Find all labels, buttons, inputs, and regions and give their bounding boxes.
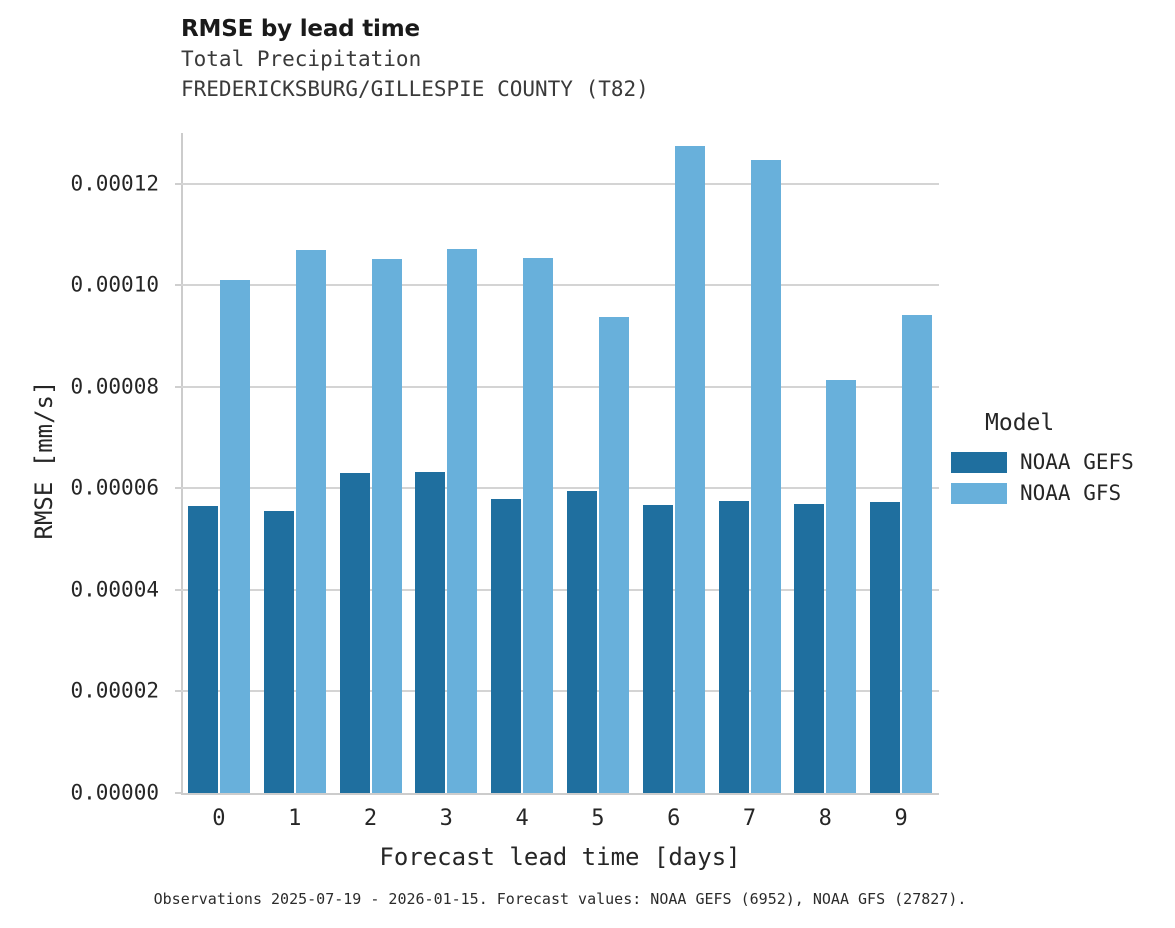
y-axis-line xyxy=(181,133,183,793)
x-tick-label: 3 xyxy=(439,806,453,831)
x-tick-label: 5 xyxy=(591,806,605,831)
gridline xyxy=(181,690,939,693)
page-title: RMSE by lead time xyxy=(181,16,420,42)
bar[interactable] xyxy=(339,473,370,793)
title-block: RMSE by lead time Total Precipitation FR… xyxy=(181,14,981,104)
legend-item[interactable]: NOAA GEFS xyxy=(951,447,1175,478)
x-axis-title: Forecast lead time [days] xyxy=(379,843,741,871)
legend-label: NOAA GEFS xyxy=(1020,450,1134,474)
bar[interactable] xyxy=(902,315,933,793)
y-tick-mark xyxy=(175,487,181,490)
bar[interactable] xyxy=(447,249,478,793)
legend: Model NOAA GEFS NOAA GFS xyxy=(951,408,1175,509)
gridline xyxy=(181,385,939,388)
bar[interactable] xyxy=(750,160,781,793)
bar[interactable] xyxy=(794,503,825,793)
bar[interactable] xyxy=(870,501,901,793)
bar[interactable] xyxy=(826,379,857,793)
bar[interactable] xyxy=(187,505,218,793)
y-tick-mark xyxy=(175,792,181,794)
y-tick-label: 0.00002 xyxy=(70,678,159,703)
bar[interactable] xyxy=(219,280,250,793)
bar[interactable] xyxy=(263,510,294,793)
y-tick-mark xyxy=(175,690,181,693)
y-tick-mark xyxy=(175,385,181,388)
legend-title: Model xyxy=(985,410,1055,436)
y-tick-label: 0.00006 xyxy=(70,475,159,500)
chart-subtitle-location: FREDERICKSBURG/GILLESPIE COUNTY (T82) xyxy=(181,77,649,101)
y-tick-mark xyxy=(175,588,181,591)
bar[interactable] xyxy=(371,259,402,793)
bar[interactable] xyxy=(598,317,629,793)
y-tick-mark xyxy=(175,182,181,185)
legend-item[interactable]: NOAA GFS xyxy=(951,478,1175,509)
gridline xyxy=(181,284,939,287)
x-axis-tick-labels: 0 1 2 3 4 5 6 7 8 9 xyxy=(181,806,939,836)
y-tick-label: 0.00010 xyxy=(70,272,159,297)
footer-note: Observations 2025-07-19 - 2026-01-15. Fo… xyxy=(153,890,967,908)
y-axis-tick-labels: 0.00000 0.00002 0.00004 0.00006 0.00008 0.000… xyxy=(0,133,159,803)
y-tick-label: 0.00008 xyxy=(70,374,159,399)
bar[interactable] xyxy=(718,500,749,793)
gridline xyxy=(181,487,939,490)
x-tick-label: 2 xyxy=(363,806,378,831)
bar[interactable] xyxy=(415,472,446,793)
x-tick-label: 4 xyxy=(515,806,529,831)
legend-label: NOAA GFS xyxy=(1020,481,1122,505)
x-tick-label: 7 xyxy=(742,806,757,831)
bar[interactable] xyxy=(523,258,554,793)
bar[interactable] xyxy=(491,498,522,793)
x-axis-line xyxy=(181,793,939,795)
legend-swatch-icon xyxy=(951,483,1007,504)
bar[interactable] xyxy=(295,250,326,793)
y-tick-label: 0.00012 xyxy=(70,171,159,196)
y-tick-label: 0.00004 xyxy=(70,577,159,602)
x-tick-label: 9 xyxy=(894,806,908,831)
bar[interactable] xyxy=(566,491,597,793)
x-tick-label: 8 xyxy=(818,806,832,831)
bar[interactable] xyxy=(674,145,705,793)
gridline xyxy=(181,182,939,185)
x-tick-label: 6 xyxy=(667,806,681,831)
y-tick-mark xyxy=(175,284,181,287)
bar[interactable] xyxy=(642,504,673,793)
gridline xyxy=(181,588,939,591)
x-tick-label: 0 xyxy=(212,806,226,831)
x-tick-label: 1 xyxy=(288,806,302,831)
chart-subtitle-variable: Total Precipitation xyxy=(181,47,422,71)
plot-area xyxy=(175,133,939,795)
legend-swatch-icon xyxy=(951,452,1007,473)
gridline xyxy=(181,792,939,794)
y-tick-label: 0.00000 xyxy=(70,780,159,805)
legend-rows: NOAA GEFS NOAA GFS xyxy=(951,447,1175,509)
